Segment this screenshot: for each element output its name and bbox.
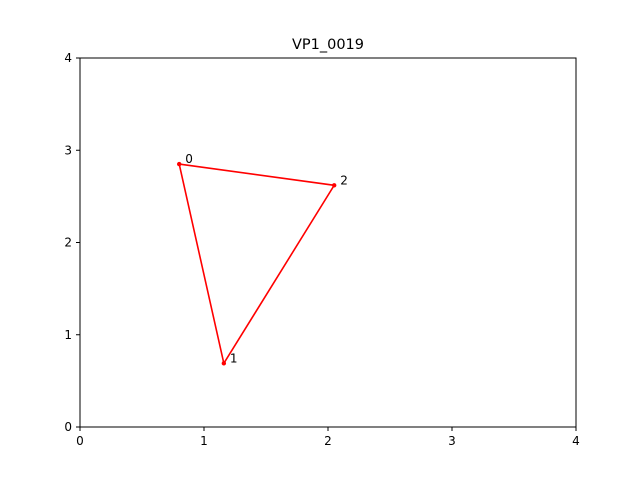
axis-ticks: 0 1 2 3 4 0 1 2 3 4 xyxy=(64,51,579,448)
point-label: 0 xyxy=(185,152,193,166)
x-tick-label: 0 xyxy=(76,434,84,448)
data-point xyxy=(332,183,337,188)
y-tick-label: 1 xyxy=(64,328,72,342)
x-tick-label: 1 xyxy=(200,434,208,448)
data-point xyxy=(177,161,182,167)
x-tick-label: 2 xyxy=(324,434,332,448)
x-tick-label: 3 xyxy=(448,434,456,448)
series-line xyxy=(178,163,336,366)
plot-frame xyxy=(79,57,577,428)
y-tick-label: 0 xyxy=(64,420,72,434)
y-tick-label: 4 xyxy=(64,51,72,65)
point-label: 2 xyxy=(340,173,348,187)
x-tick-label: 4 xyxy=(572,434,580,448)
data-series: 0 1 2 xyxy=(177,152,348,366)
y-tick-label: 3 xyxy=(64,143,72,157)
y-tick-label: 2 xyxy=(64,236,72,250)
point-label: 1 xyxy=(230,351,238,365)
data-point xyxy=(221,361,227,366)
chart-title: VP1_0019 xyxy=(292,37,364,53)
